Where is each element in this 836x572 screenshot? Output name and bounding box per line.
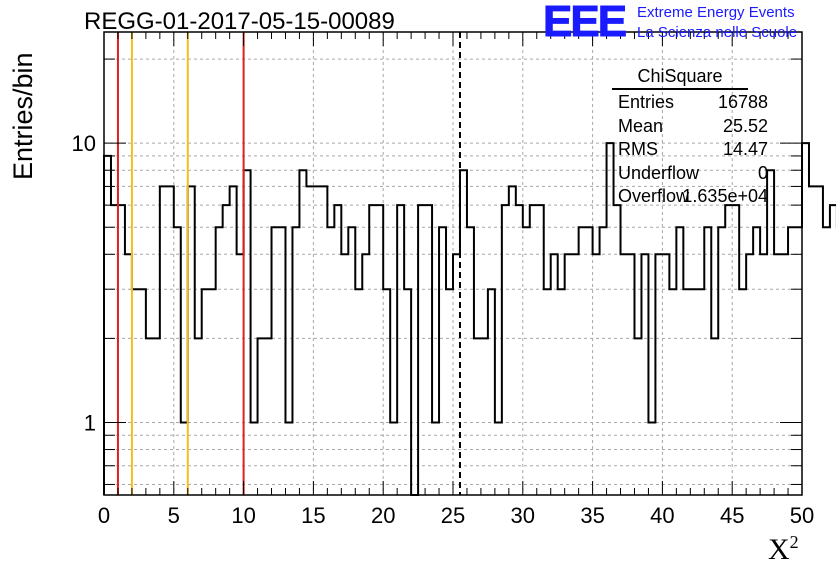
stats-value: 1.635e+04 [682, 186, 768, 206]
x-tick-label: 5 [168, 503, 180, 528]
x-tick-label: 25 [441, 503, 465, 528]
histogram-line [103, 142, 836, 496]
eee-logo-line1: Extreme Energy Events [637, 4, 795, 21]
x-tick-label: 20 [371, 503, 395, 528]
x-tick-label: 15 [301, 503, 325, 528]
grid-lines [103, 32, 803, 495]
histogram-series [103, 142, 836, 496]
stats-label: Underflow [618, 162, 700, 183]
x-tick-label: 0 [98, 503, 110, 528]
stats-label: Mean [618, 115, 664, 136]
x-tick-label: 40 [650, 503, 674, 528]
stats-label: Entries [618, 92, 675, 112]
stats-row: RMS 14.47 [612, 138, 774, 162]
x-tick-label: 50 [790, 503, 814, 528]
y-axis-label: Entries/bin [8, 52, 38, 180]
eee-logo: EEE [542, 0, 627, 46]
stats-value: 14.47 [722, 139, 768, 159]
stats-box: ChiSquare Entries 16788 Mean 25.52 RMS 14.4… [612, 66, 774, 209]
y-tick-label: 10 [72, 131, 96, 156]
x-axis-label: X2 [768, 532, 799, 567]
stats-row: Underflow 0 [612, 162, 774, 186]
x-tick-label: 30 [511, 503, 535, 528]
x-axis-label-superscript: 2 [789, 532, 799, 552]
stats-row: Mean 25.52 [612, 115, 774, 139]
x-tick-label: 35 [580, 503, 604, 528]
x-axis-label-text: X [768, 533, 790, 566]
stats-box-title: ChiSquare [612, 66, 748, 90]
eee-logo-line2: La Scienza nelle Scuole [637, 24, 798, 41]
threshold-lines [116, 32, 461, 495]
stats-label: RMS [618, 139, 658, 159]
x-tick-label: 10 [231, 503, 255, 528]
stats-value: 25.52 [722, 115, 768, 136]
stats-value: 16788 [717, 92, 768, 112]
axis-ticks: 0 5 10 15 20 25 30 35 40 45 50 1 10 [72, 32, 814, 528]
chart-title: REGG-01-2017-05-15-00089 [84, 8, 395, 35]
stats-label: Overflow [618, 186, 690, 206]
x-tick-label: 45 [720, 503, 744, 528]
stats-row: Entries 16788 [612, 91, 774, 115]
stats-row: Overflow 1.635e+04 [612, 185, 774, 209]
y-tick-label: 1 [84, 410, 96, 435]
stats-value: 0 [757, 162, 768, 183]
